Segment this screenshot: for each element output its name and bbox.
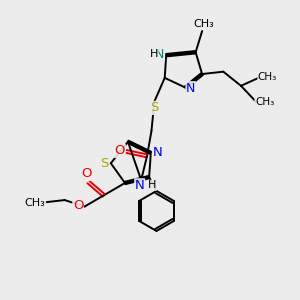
Text: N: N (152, 146, 162, 159)
Text: S: S (100, 157, 109, 170)
Text: H: H (148, 180, 157, 190)
Text: CH₃: CH₃ (258, 72, 277, 82)
Text: N: N (186, 82, 195, 95)
Text: CH₃: CH₃ (255, 97, 274, 107)
Text: CH₃: CH₃ (193, 19, 214, 29)
Text: O: O (82, 167, 92, 180)
Text: O: O (115, 144, 125, 158)
Text: N: N (135, 179, 145, 192)
Text: N: N (155, 48, 164, 61)
Text: CH₃: CH₃ (25, 198, 46, 208)
Text: O: O (73, 200, 83, 212)
Text: H: H (150, 49, 158, 59)
Text: S: S (150, 101, 158, 114)
